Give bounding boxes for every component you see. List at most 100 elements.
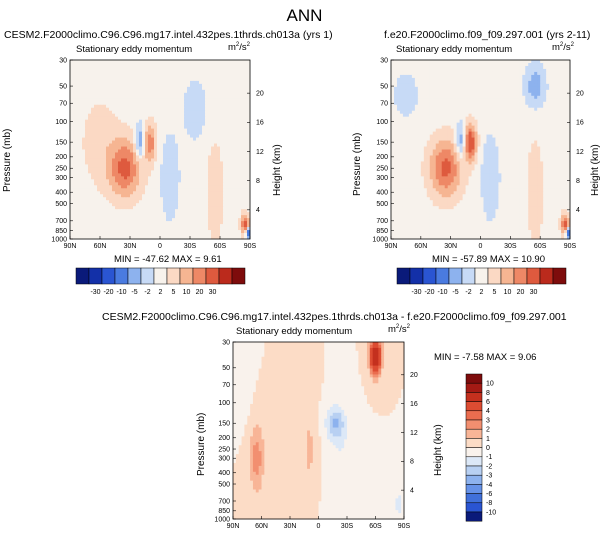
field-cell: [391, 98, 395, 103]
field-cell: [157, 128, 161, 132]
field-cell: [229, 164, 233, 168]
field-cell: [456, 98, 461, 103]
field-cell: [471, 71, 475, 76]
field-cell: [489, 65, 493, 70]
field-cell: [157, 149, 161, 153]
field-cell: [561, 65, 565, 70]
field-cell: [124, 170, 128, 174]
field-cell: [504, 104, 508, 109]
field-cell: [217, 107, 221, 112]
field-cell: [205, 176, 209, 180]
field-cell: [106, 230, 110, 234]
field-cell: [79, 230, 83, 234]
field-cell: [190, 74, 194, 79]
field-cell: [127, 68, 131, 73]
field-cell: [247, 74, 251, 79]
field-cell: [157, 110, 161, 115]
field-cell: [151, 206, 155, 210]
field-cell: [232, 158, 236, 162]
field-cell: [88, 185, 92, 189]
field-cell: [127, 143, 131, 147]
field-cell: [172, 158, 176, 162]
field-cell: [181, 212, 185, 216]
field-cell: [396, 62, 401, 67]
field-cell: [73, 221, 77, 225]
field-cell: [229, 200, 233, 204]
field-cell: [112, 212, 116, 216]
field-cell: [148, 218, 152, 222]
field-cell: [139, 197, 143, 201]
field-cell: [94, 62, 98, 67]
field-cell: [205, 203, 209, 207]
field-cell: [247, 224, 251, 228]
field-cell: [175, 212, 179, 216]
field-cell: [531, 62, 535, 67]
field-cell: [145, 143, 149, 147]
field-cell: [82, 134, 86, 138]
field-cell: [534, 74, 538, 79]
field-cell: [435, 119, 440, 124]
field-cell: [193, 86, 197, 91]
field-cell: [157, 95, 161, 100]
field-cell: [169, 176, 173, 180]
field-cell: [235, 149, 239, 153]
field-cell: [100, 146, 104, 150]
field-cell: [175, 182, 179, 186]
field-cell: [94, 146, 98, 150]
field-cell: [244, 158, 248, 162]
field-cell: [193, 128, 197, 132]
field-cell: [166, 110, 170, 115]
field-cell: [127, 209, 131, 213]
field-cell: [468, 113, 472, 118]
field-cell: [142, 131, 146, 135]
field-cell: [136, 227, 140, 231]
field-cell: [109, 185, 113, 189]
field-cell: [205, 230, 209, 234]
field-cell: [480, 104, 484, 109]
field-cell: [181, 74, 185, 79]
field-cell: [453, 98, 458, 103]
field-cell: [217, 230, 221, 234]
field-cell: [121, 218, 125, 222]
field-cell: [103, 203, 107, 207]
field-cell: [241, 194, 245, 198]
field-cell: [199, 68, 203, 73]
field-cell: [510, 60, 514, 64]
field-cell: [480, 98, 484, 103]
field-cell: [558, 101, 562, 106]
field-cell: [211, 74, 215, 79]
field-cell: [447, 116, 452, 121]
field-cell: [564, 110, 568, 115]
field-cell: [94, 230, 98, 234]
field-cell: [507, 74, 511, 79]
field-cell: [88, 119, 92, 124]
field-cell: [118, 95, 122, 100]
field-cell: [391, 65, 395, 70]
field-cell: [235, 104, 239, 109]
field-cell: [238, 167, 242, 171]
field-cell: [70, 230, 74, 234]
field-cell: [79, 191, 83, 195]
field-cell: [109, 104, 113, 109]
field-cell: [220, 230, 224, 234]
field-cell: [190, 173, 194, 177]
field-cell: [235, 89, 239, 94]
field-cell: [190, 86, 194, 91]
field-cell: [97, 65, 101, 70]
field-cell: [172, 140, 176, 144]
field-cell: [244, 122, 248, 127]
field-cell: [456, 71, 461, 76]
field-cell: [193, 104, 197, 109]
field-cell: [85, 134, 89, 138]
field-cell: [73, 137, 77, 141]
field-cell: [238, 218, 242, 222]
field-cell: [241, 170, 245, 174]
field-cell: [73, 200, 77, 204]
field-cell: [136, 149, 140, 153]
field-cell: [229, 80, 233, 85]
field-cell: [534, 86, 538, 91]
field-cell: [103, 71, 107, 76]
field-cell: [232, 146, 236, 150]
field-cell: [447, 98, 452, 103]
field-cell: [133, 62, 137, 67]
